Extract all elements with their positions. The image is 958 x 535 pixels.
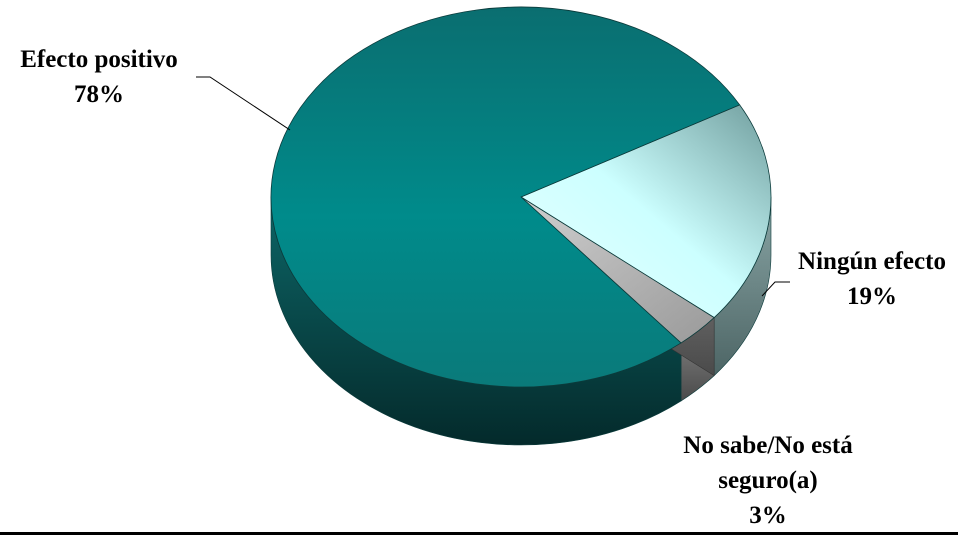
slice-name-no-sabe-line-1: No sabe/No está [683, 432, 853, 459]
slice-label-ningun-efecto: Ningún efecto 19% [784, 244, 958, 314]
leader-line-ningun-efecto [761, 281, 790, 297]
slice-value-ningun-efecto: 19% [847, 283, 897, 310]
slice-name-efecto-positivo: Efecto positivo [20, 46, 178, 73]
pie-slice-positive [270, 6, 741, 388]
slice-name-ningun-efecto: Ningún efecto [798, 248, 946, 275]
slice-label-efecto-positivo: Efecto positivo 78% [4, 42, 194, 112]
slice-value-efecto-positivo: 78% [74, 81, 124, 108]
pie-slice-none [520, 104, 772, 319]
bottom-rule [0, 532, 958, 535]
leader-line-efecto-positivo [196, 76, 291, 131]
slice-label-no-sabe: No sabe/No está seguro(a) 3% [668, 428, 868, 533]
slice-name-no-sabe-line-2: seguro(a) [718, 467, 818, 494]
slice-value-no-sabe: 3% [749, 502, 787, 529]
